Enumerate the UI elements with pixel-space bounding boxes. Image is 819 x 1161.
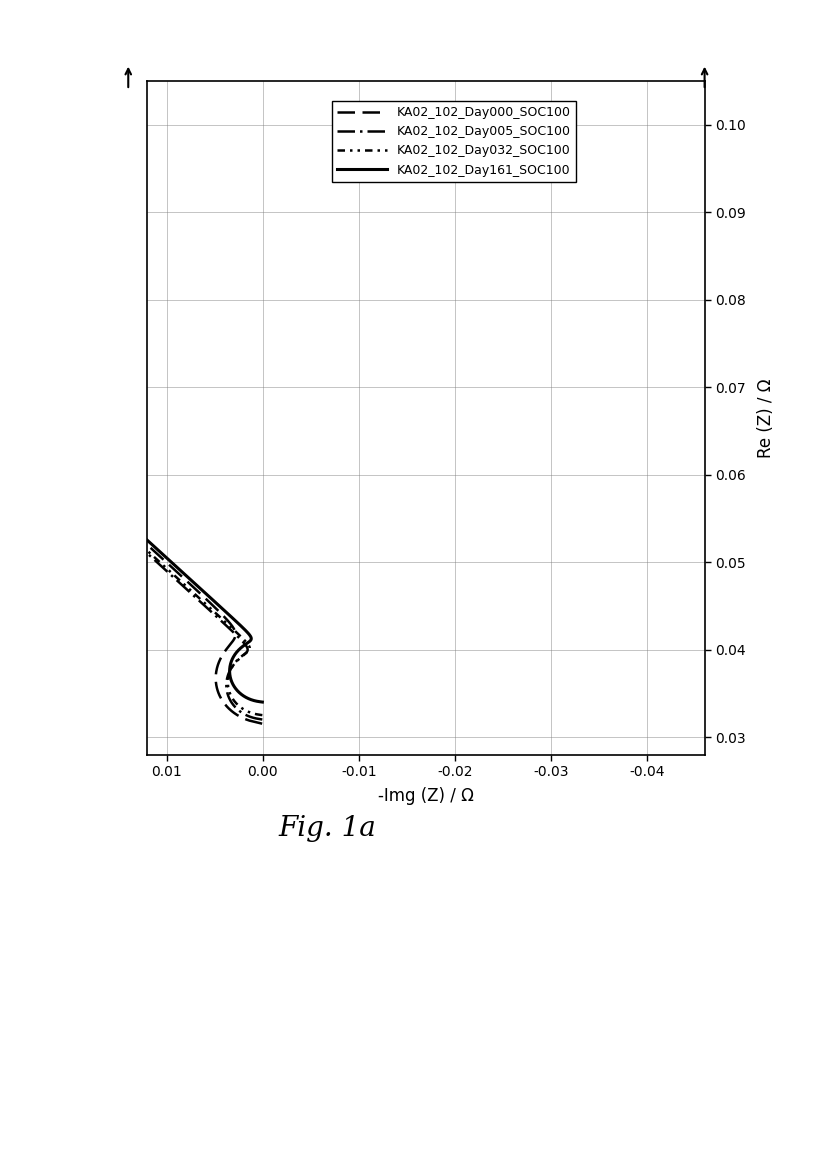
KA02_102_Day032_SOC100	[228, 622, 238, 636]
X-axis label: -Img (Z) / Ω: -Img (Z) / Ω	[378, 787, 474, 806]
KA02_102_Day161_SOC100	[256, 695, 266, 709]
KA02_102_Day000_SOC100	[166, 560, 176, 574]
Y-axis label: Re (Z) / Ω: Re (Z) / Ω	[757, 378, 775, 457]
KA02_102_Day032_SOC100	[220, 615, 230, 629]
Line: KA02_102_Day000_SOC100: KA02_102_Day000_SOC100	[0, 0, 262, 723]
KA02_102_Day032_SOC100	[256, 708, 266, 722]
KA02_102_Day032_SOC100	[107, 512, 117, 526]
KA02_102_Day005_SOC100	[256, 713, 266, 727]
KA02_102_Day161_SOC100	[232, 615, 242, 629]
KA02_102_Day005_SOC100	[197, 597, 207, 611]
KA02_102_Day161_SOC100	[225, 608, 235, 622]
Line: KA02_102_Day032_SOC100: KA02_102_Day032_SOC100	[0, 0, 262, 715]
KA02_102_Day005_SOC100	[212, 610, 222, 623]
KA02_102_Day000_SOC100	[256, 716, 266, 730]
KA02_102_Day000_SOC100	[257, 716, 267, 730]
KA02_102_Day032_SOC100	[257, 708, 267, 722]
Legend: KA02_102_Day000_SOC100, KA02_102_Day005_SOC100, KA02_102_Day032_SOC100, KA02_102: KA02_102_Day000_SOC100, KA02_102_Day005_…	[332, 101, 576, 182]
KA02_102_Day161_SOC100	[215, 599, 224, 613]
KA02_102_Day005_SOC100	[222, 619, 232, 633]
KA02_102_Day005_SOC100	[257, 713, 267, 727]
Line: KA02_102_Day005_SOC100: KA02_102_Day005_SOC100	[0, 0, 262, 720]
KA02_102_Day032_SOC100	[208, 604, 218, 618]
Text: Fig. 1a: Fig. 1a	[278, 815, 377, 842]
KA02_102_Day000_SOC100	[138, 534, 147, 548]
KA02_102_Day005_SOC100	[75, 484, 84, 498]
Line: KA02_102_Day161_SOC100: KA02_102_Day161_SOC100	[0, 0, 262, 702]
KA02_102_Day161_SOC100	[257, 695, 267, 709]
KA02_102_Day000_SOC100	[186, 578, 196, 592]
KA02_102_Day161_SOC100	[127, 519, 137, 533]
